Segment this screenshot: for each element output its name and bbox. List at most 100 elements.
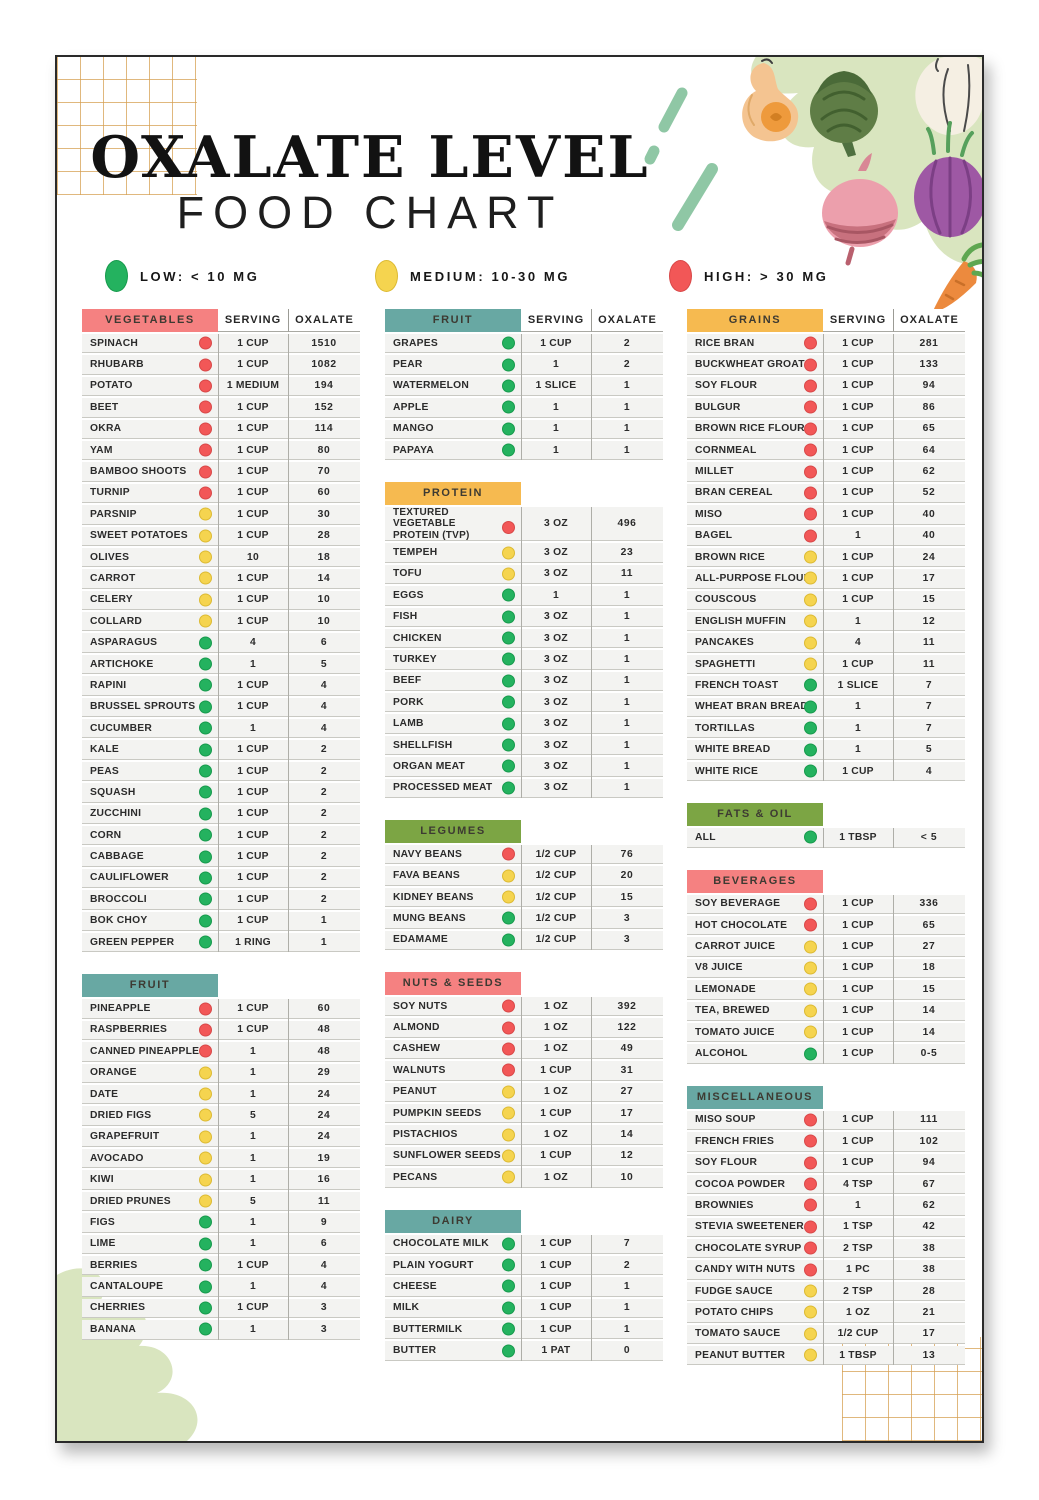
food-name-label: TURKEY [393,653,437,665]
food-row-fudge-sauce: FUDGE SAUCE 2 TSP 28 [687,1281,965,1303]
oxalate-value: 1 [591,1320,663,1340]
oxalate-value: 2 [288,847,360,867]
food-name-label: ORGAN MEAT [393,760,466,772]
level-dot-medium-icon [199,1173,212,1187]
food-row-collard: COLLARD 1 CUP 10 [82,612,360,633]
oxalate-value: 152 [288,398,360,418]
category-title-protein: PROTEIN [385,482,521,506]
food-name: GRAPES [385,334,521,354]
food-name-label: KIWI [90,1174,114,1186]
food-row-chicken: CHICKEN 3 OZ 1 [385,628,663,650]
oxalate-value: 11 [288,1191,360,1212]
level-dot-low-icon [199,871,212,885]
food-name: V8 JUICE [687,958,823,979]
food-name-label: CASHEW [393,1043,441,1055]
food-name-label: BUCKWHEAT GROATS [695,359,812,371]
table-fruit: FRUIT SERVING OXALATE GRAPES 1 CUP 2 PEAR 1 2 WAT… [385,309,663,462]
oxalate-value: 1 [591,1277,663,1297]
food-row-banana: BANANA 1 3 [82,1320,360,1341]
food-name: PINEAPPLE [82,999,218,1019]
serving-value: 1 CUP [823,1001,893,1021]
table-column-3: GRAINS SERVING OXALATE RICE BRAN 1 CUP 281 BUC… [687,309,965,1387]
level-dot-low-icon [502,1237,515,1251]
level-dot-low-icon [502,358,515,372]
food-row-pancakes: PANCAKES 4 11 [687,633,965,654]
food-name: YAM [82,440,218,461]
serving-value: 1 CUP [521,1061,591,1081]
oxalate-value: 1 [591,714,663,734]
level-dot-low-icon [502,781,515,795]
oxalate-value: 6 [288,633,360,653]
oxalate-value: 42 [893,1217,965,1238]
oxalate-value: 48 [288,1042,360,1062]
food-name-label: ASPARAGUS [90,637,158,649]
level-dot-high-icon [804,897,817,911]
oxalate-value: 4 [288,697,360,718]
level-dot-medium-icon [804,1284,817,1298]
food-name: DRIED PRUNES [82,1191,218,1212]
food-row-canned-pineapple: CANNED PINEAPPLE 1 48 [82,1042,360,1063]
food-name: DRIED FIGS [82,1106,218,1126]
table-body: ALL 1 TBSP < 5 [687,828,965,849]
food-name-label: FRENCH TOAST [695,679,779,691]
level-dot-medium-icon [804,940,817,954]
food-row-bran-cereal: BRAN CEREAL 1 CUP 52 [687,483,965,505]
food-row-avocado: AVOCADO 1 19 [82,1149,360,1170]
food-row-berries: BERRIES 1 CUP 4 [82,1256,360,1277]
legend-item-medium: MEDIUM: 10-30 MG [375,260,570,292]
oxalate-value: 14 [288,569,360,589]
food-row-couscous: COUSCOUS 1 CUP 15 [687,590,965,612]
serving-value: 1 CUP [823,761,893,782]
serving-value: 1 CUP [218,483,288,504]
level-dot-low-icon [502,588,515,602]
food-name: BROWNIES [687,1196,823,1216]
oxalate-value: 1082 [288,355,360,375]
level-dot-low-icon [199,828,212,842]
level-dot-high-icon [199,486,212,500]
serving-value: 1 OZ [823,1303,893,1323]
table-body: SOY NUTS 1 OZ 392 ALMOND 1 OZ 122 CASHEW 1 OZ 49… [385,996,663,1190]
serving-value: 10 [218,547,288,568]
food-name-label: TEXTURED VEGETABLE PROTEIN (TVP) [393,506,470,541]
level-dot-medium-icon [804,593,817,607]
food-row-brownies: BROWNIES 1 62 [687,1196,965,1217]
level-dot-low-icon [502,652,515,666]
oxalate-value: 12 [591,1146,663,1167]
oxalate-value: 2 [591,355,663,375]
food-name-label: NAVY BEANS [393,848,463,860]
food-row-v8-juice: V8 JUICE 1 CUP 18 [687,958,965,980]
serving-value: 1 CUP [218,890,288,910]
level-dot-medium-icon [199,1151,212,1165]
food-name: SOY BEVERAGE [687,894,823,914]
serving-value: 1 CUP [823,894,893,914]
food-row-broccoli: BROCCOLI 1 CUP 2 [82,890,360,911]
serving-value: 1 [218,1234,288,1255]
oxalate-value: 16 [288,1170,360,1190]
level-dot-high-icon [502,847,515,861]
level-dot-low-icon [502,1322,515,1336]
oxalate-value: 4 [288,1277,360,1297]
food-name-label: SQUASH [90,786,136,798]
food-name-label: SPAGHETTI [695,658,756,670]
oxalate-value: 2 [288,783,360,803]
table-body: GRAPES 1 CUP 2 PEAR 1 2 WATERMELON 1 SLICE 1 APPL… [385,334,663,462]
oxalate-value: 1 [591,1298,663,1319]
food-row-potato: POTATO 1 MEDIUM 194 [82,376,360,398]
oxalate-value: 3 [288,1320,360,1340]
food-row-pistachios: PISTACHIOS 1 OZ 14 [385,1125,663,1146]
level-dot-low-icon [199,657,212,671]
food-name: ALL [687,828,823,848]
level-dot-high-icon [804,465,817,479]
legend-dot-medium-icon [375,260,398,292]
food-name: MILLET [687,462,823,482]
food-name: SPINACH [82,334,218,354]
food-row-kale: KALE 1 CUP 2 [82,740,360,761]
serving-value: 1 CUP [218,462,288,482]
food-name: CHOCOLATE MILK [385,1234,521,1254]
food-name: CORNMEAL [687,440,823,461]
food-row-almond: ALMOND 1 OZ 122 [385,1018,663,1039]
food-name: MISO [687,505,823,525]
serving-value: 3 OZ [521,671,591,692]
level-dot-low-icon [199,914,212,928]
food-name-label: CORN [90,829,122,841]
